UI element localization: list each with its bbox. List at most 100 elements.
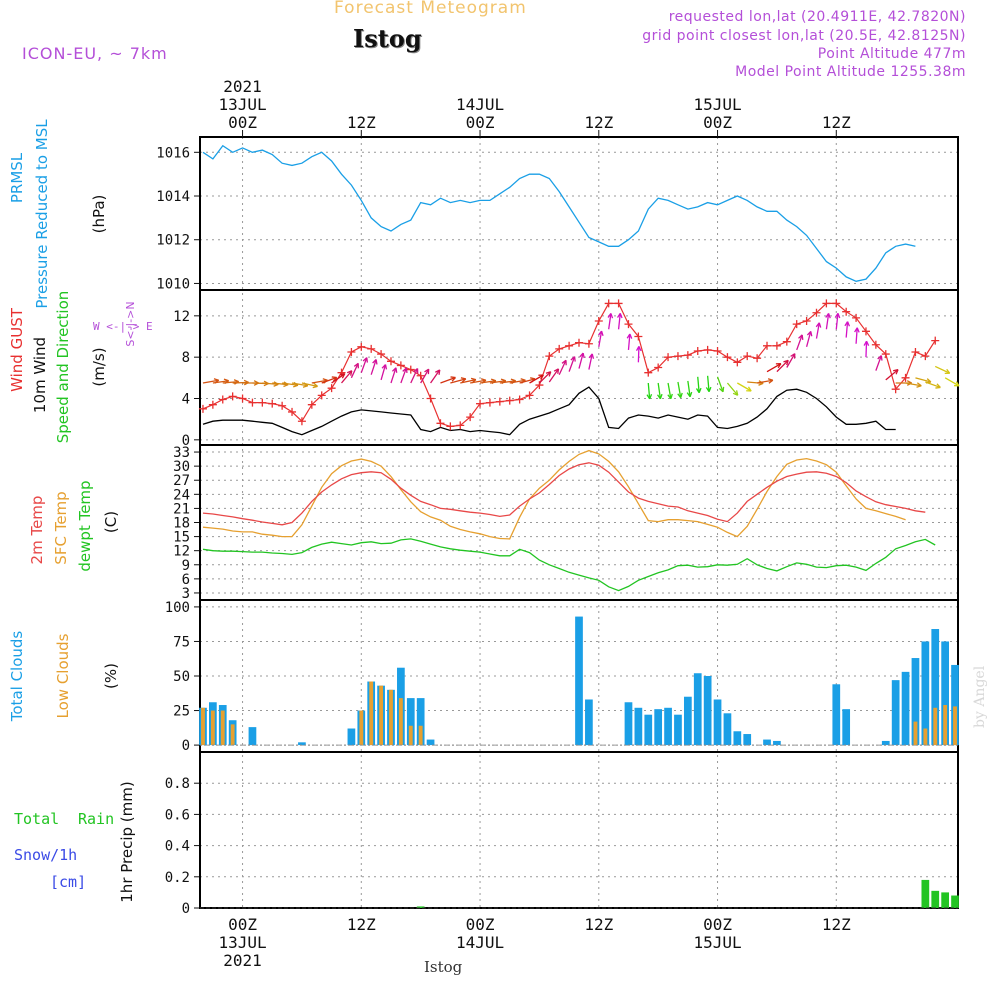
wind-arrow-head xyxy=(553,368,560,374)
rain-label: Rain xyxy=(78,810,114,828)
wind-arrow-head xyxy=(402,367,408,374)
total-cloud-bar xyxy=(426,739,435,746)
wind-direction-arrow xyxy=(588,353,593,370)
wind-direction-arrow xyxy=(647,382,651,399)
wind-gust-marker xyxy=(386,357,395,366)
precip-unit-label: 1hr Precip (mm) xyxy=(118,781,136,902)
wind-gust-marker xyxy=(861,327,870,336)
wind-direction-arrow xyxy=(311,379,328,384)
y-tick-label: 8 xyxy=(182,350,190,366)
wind-gust-marker xyxy=(901,373,910,382)
wind-direction-arrow xyxy=(865,341,868,358)
wind-gust-marker xyxy=(891,385,900,394)
wind-arrow-head xyxy=(391,367,398,373)
wind-arrow-head xyxy=(844,321,851,327)
wind-gust-marker xyxy=(733,358,742,367)
pressure-label-2: Pressure Reduced to MSL xyxy=(33,119,51,309)
wind-direction-arrow xyxy=(202,379,219,384)
wind-gust-marker xyxy=(485,398,494,407)
dewpt-temp-line xyxy=(202,538,936,592)
top-date-label: 13JUL xyxy=(218,95,266,114)
sfc-temp-label: SFC Temp xyxy=(52,491,70,564)
wind-arrow-head xyxy=(362,357,369,363)
wind-direction-arrow xyxy=(667,382,672,399)
wind-gust-marker xyxy=(931,336,940,345)
top-date-label: 14JUL xyxy=(456,95,504,114)
wind-gust-marker xyxy=(832,299,841,308)
wind-gust-marker xyxy=(228,392,237,401)
wind-arrow-head xyxy=(588,353,595,359)
bottom-hour-label: 12Z xyxy=(584,915,613,934)
wind-gust-marker xyxy=(634,332,643,341)
wind-direction-arrow xyxy=(737,382,752,392)
wind-gust-marker xyxy=(693,346,702,355)
wind-gust-marker xyxy=(268,399,277,408)
wind-arrow-head xyxy=(339,373,346,379)
y-tick-label: 0.4 xyxy=(165,839,190,855)
low-cloud-bar xyxy=(379,685,384,746)
wind-gust-marker xyxy=(743,352,752,361)
wind-direction-arrow xyxy=(934,365,951,374)
y-tick-label: 0 xyxy=(182,738,190,754)
wind-direction-arrow xyxy=(885,369,899,381)
wind-direction-arrow xyxy=(815,322,820,339)
y-tick-label: 18 xyxy=(173,516,190,532)
wind-gust-marker xyxy=(317,391,326,400)
y-tick-label: 0.2 xyxy=(165,870,190,886)
wind-arrow-head xyxy=(935,383,941,389)
total-cloud-bar xyxy=(703,676,712,746)
wind-direction-arrow xyxy=(272,382,289,386)
total-cloud-bar xyxy=(347,728,356,746)
wind-gust-marker xyxy=(555,344,564,353)
wind-arrow-head xyxy=(656,393,663,400)
wind-gust-marker xyxy=(416,371,425,380)
wind-gust-marker xyxy=(367,344,376,353)
watermark: by Angel xyxy=(972,665,988,728)
low-cloud-bar xyxy=(953,706,957,746)
wind-gust-marker xyxy=(288,407,297,416)
wind-arrow-head xyxy=(732,390,739,396)
wind-arrow-head xyxy=(598,330,604,337)
wind-arrow-head xyxy=(798,334,804,340)
wind-direction-arrow xyxy=(321,376,337,384)
y-tick-label: 1012 xyxy=(156,233,190,249)
bottom-hour-label: 00Z xyxy=(228,915,257,934)
wind-arrow-head xyxy=(916,382,922,388)
wind-direction-arrow xyxy=(538,371,552,384)
top-hour-label: 00Z xyxy=(228,113,257,132)
wind-gust-marker xyxy=(327,384,336,393)
low-cloud-bar xyxy=(220,710,225,746)
y-tick-label: 15 xyxy=(173,530,190,546)
wind-gust-marker xyxy=(753,354,762,363)
wind-direction-arrow xyxy=(301,382,318,387)
panel-frame xyxy=(199,136,959,291)
wind-arrow-head xyxy=(561,359,567,366)
top-hour-label: 12Z xyxy=(347,113,376,132)
wind-direction-arrow xyxy=(380,364,387,381)
wind-arrow-head xyxy=(450,376,456,382)
bottom-hour-label: 12Z xyxy=(822,915,851,934)
y-tick-label: 6 xyxy=(182,572,190,588)
low-cloud-bar xyxy=(389,689,393,746)
low-cloud-bar xyxy=(943,705,948,746)
total-cloud-bar xyxy=(575,616,583,746)
wind-gust-marker xyxy=(594,317,603,325)
pressure-label-1: PRMSL xyxy=(8,152,26,203)
wind-direction-arrow xyxy=(905,382,922,387)
2m-temp-line xyxy=(202,462,926,526)
panel-0: 1010 1012 1014 1016 xyxy=(156,136,959,292)
y-tick-label: 4 xyxy=(182,392,190,408)
model-altitude: Model Point Altitude 1255.38m xyxy=(735,64,966,80)
top-year-label: 2021 xyxy=(223,77,262,96)
wind-direction-arrow xyxy=(796,334,803,351)
wind-direction-arrow xyxy=(519,378,536,384)
low-cloud-bar xyxy=(369,681,374,746)
top-date-label: 15JUL xyxy=(693,95,741,114)
wind-direction-arrow xyxy=(331,373,346,384)
wind-arrow-head xyxy=(695,387,702,394)
wind-gust-marker xyxy=(723,353,732,362)
wind-arrow-head xyxy=(646,394,653,400)
wind-arrow-head xyxy=(545,371,552,377)
wind-gust-marker xyxy=(624,320,633,329)
